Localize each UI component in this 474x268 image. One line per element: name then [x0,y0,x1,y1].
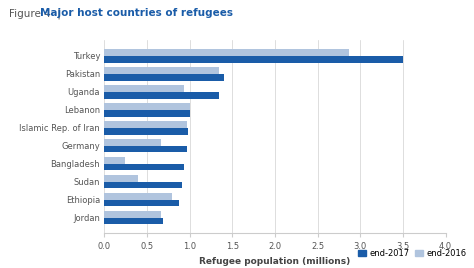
Bar [104,193,172,200]
Bar [104,218,163,224]
Bar [104,157,125,164]
Bar [104,103,190,110]
Bar [104,74,224,81]
Bar [104,164,183,170]
Bar [104,175,138,182]
X-axis label: Refugee population (millions): Refugee population (millions) [199,257,351,266]
Bar [104,110,190,117]
Bar [104,121,187,128]
Legend: end-2017, end-2016: end-2017, end-2016 [355,245,470,261]
Text: Figure 4  |: Figure 4 | [9,8,68,18]
Bar [104,182,182,188]
Bar [104,67,219,74]
Bar [104,146,187,152]
Bar [104,128,188,135]
Bar [104,49,349,56]
Bar [104,211,161,218]
Bar [104,56,403,63]
Bar [104,139,162,146]
Text: Major host countries of refugees: Major host countries of refugees [40,8,233,18]
Bar [104,85,184,92]
Bar [104,200,179,206]
Bar [104,92,219,99]
